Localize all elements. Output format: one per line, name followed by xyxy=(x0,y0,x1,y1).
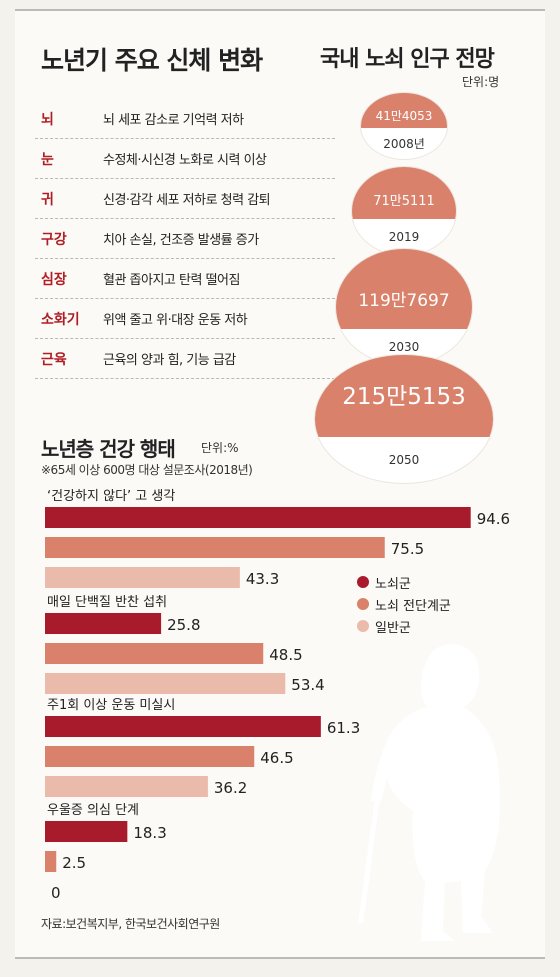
legend-item: 노쇠군 xyxy=(357,571,451,593)
bar xyxy=(45,716,321,737)
organ-description: 근육의 양과 힘, 기능 급감 xyxy=(103,353,236,368)
bar xyxy=(45,673,286,694)
bar-value-label: 0 xyxy=(51,884,61,902)
list-item: 소화기 위액 줄고 위·대장 운동 저하 xyxy=(35,299,335,339)
bar-value-label: 61.3 xyxy=(327,719,360,737)
organ-description: 치아 손실, 건조증 발생률 증가 xyxy=(103,233,259,248)
population-circle-2050: 215만5153 2050 xyxy=(315,355,493,483)
legend-label: 노쇠 전단계군 xyxy=(375,598,451,614)
organ-label: 귀 xyxy=(41,191,54,208)
list-item: 심장 혈관 좁아지고 탄력 떨어짐 xyxy=(35,259,335,299)
population-year: 2050 xyxy=(388,453,420,467)
group-title: ‘건강하지 않다’ 고 생각 xyxy=(47,489,175,504)
bar-value-label: 43.3 xyxy=(246,570,279,588)
bar xyxy=(45,567,240,588)
population-title: 국내 노쇠 인구 전망 xyxy=(320,47,495,72)
health-unit: 단위:% xyxy=(201,441,239,455)
bar-value-label: 48.5 xyxy=(269,646,302,664)
bar-value-label: 94.6 xyxy=(477,510,510,528)
legend-label: 노쇠군 xyxy=(375,576,411,592)
population-value: 41만4053 xyxy=(361,93,447,128)
bar xyxy=(45,776,208,797)
population-value: 119만7697 xyxy=(336,249,472,329)
organ-description: 위액 줄고 위·대장 운동 저하 xyxy=(103,313,248,328)
bar xyxy=(45,851,57,872)
legend-label: 일반군 xyxy=(375,620,411,636)
bar xyxy=(45,613,162,634)
list-item: 근육 근육의 양과 힘, 기능 급감 xyxy=(35,339,335,379)
chart-legend: 노쇠군 노쇠 전단계군 일반군 xyxy=(357,571,451,637)
legend-item: 일반군 xyxy=(357,615,451,637)
population-year: 2030 xyxy=(388,340,420,354)
list-item: 눈 수정체·시신경 노화로 시력 이상 xyxy=(35,139,335,179)
list-item: 구강 치아 손실, 건조증 발생률 증가 xyxy=(35,219,335,259)
population-value: 71만5111 xyxy=(352,167,456,219)
bar xyxy=(45,537,385,558)
bar xyxy=(45,507,471,528)
elderly-silhouette-icon xyxy=(358,644,501,941)
list-item: 뇌 뇌 세포 감소로 기억력 저하 xyxy=(35,99,335,139)
bar xyxy=(45,643,264,664)
legend-dot xyxy=(357,620,369,632)
group-title: 우울증 의심 단계 xyxy=(47,803,139,818)
health-bar-chart: ‘건강하지 않다’ 고 생각 94.6 75.5 43.3 매일 단백질 반찬 섭취25… xyxy=(45,489,510,902)
organ-description: 혈관 좁아지고 탄력 떨어짐 xyxy=(103,273,240,288)
legend-item: 노쇠 전단계군 xyxy=(357,593,451,615)
bar-value-label: 2.5 xyxy=(62,854,86,872)
health-title: 노년층 건강 행태 xyxy=(41,437,176,461)
population-unit: 단위:명 xyxy=(462,75,500,89)
bar-value-label: 25.8 xyxy=(167,616,200,634)
bar-value-label: 75.5 xyxy=(391,540,424,558)
organ-description: 신경·감각 세포 저하로 청력 감퇴 xyxy=(103,193,271,208)
organ-label: 소화기 xyxy=(41,311,80,328)
bar-value-label: 18.3 xyxy=(133,824,166,842)
population-year: 2019 xyxy=(388,230,420,244)
population-value: 215만5153 xyxy=(315,355,493,437)
bar-value-label: 36.2 xyxy=(214,779,247,797)
bar xyxy=(45,821,128,842)
legend-dot xyxy=(357,598,369,610)
body-changes-list: 뇌 뇌 세포 감소로 기억력 저하 눈 수정체·시신경 노화로 시력 이상 귀 신경·… xyxy=(35,99,335,379)
organ-description: 수정체·시신경 노화로 시력 이상 xyxy=(103,153,267,168)
population-circle-2019: 71만5111 2019 xyxy=(352,167,456,255)
organ-description: 뇌 세포 감소로 기억력 저하 xyxy=(103,113,244,128)
organ-label: 뇌 xyxy=(41,111,54,128)
population-year: 2008년 xyxy=(383,137,425,151)
body-changes-title: 노년기 주요 신체 변화 xyxy=(41,46,263,75)
population-circle-2030: 119만7697 2030 xyxy=(336,249,472,365)
bar xyxy=(45,746,255,767)
organ-label: 심장 xyxy=(41,271,67,288)
organ-label: 구강 xyxy=(41,231,67,248)
source-note: 자료:보건복지부, 한국보건사회연구원 xyxy=(41,917,220,931)
population-circle-2008: 41만4053 2008년 xyxy=(361,93,447,159)
bar-value-label: 53.4 xyxy=(291,676,324,694)
group-title: 주1회 이상 운동 미실시 xyxy=(47,698,175,713)
organ-label: 눈 xyxy=(41,151,54,168)
list-item: 귀 신경·감각 세포 저하로 청력 감퇴 xyxy=(35,179,335,219)
bar-value-label: 46.5 xyxy=(260,749,293,767)
health-note: ※65세 이상 600명 대상 설문조사(2018년) xyxy=(41,463,253,477)
legend-dot xyxy=(357,576,369,588)
group-title: 매일 단백질 반찬 섭취 xyxy=(47,595,167,610)
organ-label: 근육 xyxy=(41,351,67,368)
infographic: 노년기 주요 신체 변화 뇌 뇌 세포 감소로 기억력 저하 눈 수정체·시신경 노… xyxy=(15,9,545,959)
